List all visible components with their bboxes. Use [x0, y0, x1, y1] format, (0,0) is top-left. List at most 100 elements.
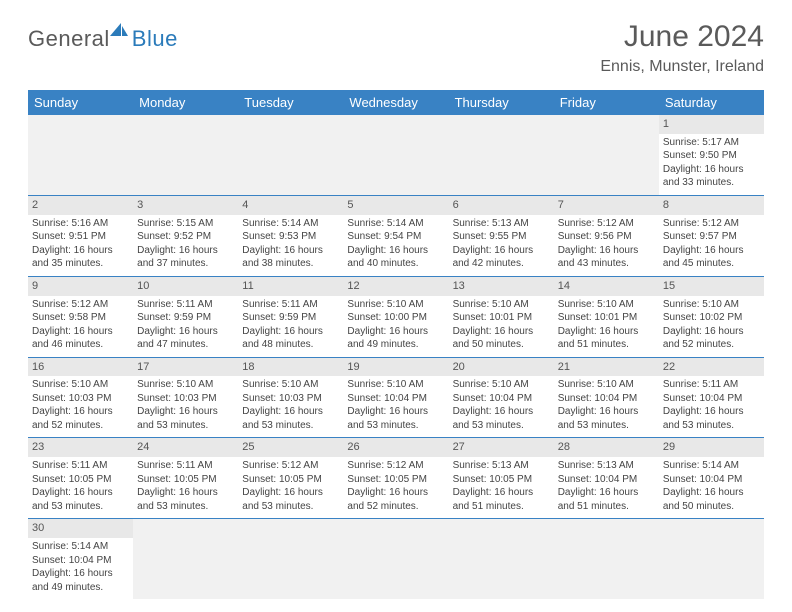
sunrise-text: Sunrise: 5:10 AM: [453, 298, 550, 312]
daylight-text: and 50 minutes.: [663, 500, 760, 514]
sunrise-text: Sunrise: 5:11 AM: [663, 378, 760, 392]
daylight-text: and 47 minutes.: [137, 338, 234, 352]
calendar-cell: 7Sunrise: 5:12 AMSunset: 9:56 PMDaylight…: [554, 195, 659, 276]
sunrise-text: Sunrise: 5:10 AM: [32, 378, 129, 392]
calendar-week-row: 16Sunrise: 5:10 AMSunset: 10:03 PMDaylig…: [28, 357, 764, 438]
calendar-cell: 10Sunrise: 5:11 AMSunset: 9:59 PMDayligh…: [133, 276, 238, 357]
sunset-text: Sunset: 9:59 PM: [242, 311, 339, 325]
calendar-cell: 3Sunrise: 5:15 AMSunset: 9:52 PMDaylight…: [133, 195, 238, 276]
day-number: 15: [659, 277, 764, 296]
calendar-cell: 25Sunrise: 5:12 AMSunset: 10:05 PMDaylig…: [238, 438, 343, 519]
day-number: 1: [659, 115, 764, 134]
calendar-cell: [554, 115, 659, 195]
col-thursday: Thursday: [449, 90, 554, 115]
daylight-text: and 53 minutes.: [558, 419, 655, 433]
daylight-text: Daylight: 16 hours: [453, 244, 550, 258]
sunset-text: Sunset: 10:05 PM: [453, 473, 550, 487]
daylight-text: Daylight: 16 hours: [663, 405, 760, 419]
daylight-text: Daylight: 16 hours: [347, 486, 444, 500]
sunset-text: Sunset: 10:05 PM: [137, 473, 234, 487]
daylight-text: and 40 minutes.: [347, 257, 444, 271]
calendar-cell: 19Sunrise: 5:10 AMSunset: 10:04 PMDaylig…: [343, 357, 448, 438]
sunset-text: Sunset: 9:51 PM: [32, 230, 129, 244]
logo-text-blue: Blue: [132, 26, 178, 52]
calendar-cell: 23Sunrise: 5:11 AMSunset: 10:05 PMDaylig…: [28, 438, 133, 519]
calendar-cell: 11Sunrise: 5:11 AMSunset: 9:59 PMDayligh…: [238, 276, 343, 357]
day-number: 5: [343, 196, 448, 215]
daylight-text: Daylight: 16 hours: [663, 325, 760, 339]
day-number: 19: [343, 358, 448, 377]
sunset-text: Sunset: 9:53 PM: [242, 230, 339, 244]
calendar-cell: [554, 519, 659, 599]
daylight-text: Daylight: 16 hours: [558, 486, 655, 500]
day-number: 18: [238, 358, 343, 377]
month-title: June 2024: [600, 20, 764, 54]
calendar-cell: 26 Sunrise: 5:12 AMSunset: 10:05 PMDaylig…: [343, 438, 448, 519]
sunrise-text: Sunrise: 5:10 AM: [558, 378, 655, 392]
daylight-text: Daylight: 16 hours: [453, 486, 550, 500]
daylight-text: and 49 minutes.: [32, 581, 129, 595]
sunset-text: Sunset: 10:02 PM: [663, 311, 760, 325]
day-number: 20: [449, 358, 554, 377]
daylight-text: Daylight: 16 hours: [558, 325, 655, 339]
sunset-text: Sunset: 9:54 PM: [347, 230, 444, 244]
daylight-text: and 53 minutes.: [453, 419, 550, 433]
sunset-text: Sunset: 10:03 PM: [242, 392, 339, 406]
sunrise-text: Sunrise: 5:11 AM: [242, 298, 339, 312]
logo-sail-icon: [108, 22, 130, 43]
day-number: 26: [343, 438, 448, 457]
sunrise-text: Sunrise: 5:10 AM: [347, 378, 444, 392]
day-number: 14: [554, 277, 659, 296]
day-number: 24: [133, 438, 238, 457]
daylight-text: Daylight: 16 hours: [242, 244, 339, 258]
sunrise-text: Sunrise: 5:11 AM: [137, 298, 234, 312]
daylight-text: and 53 minutes.: [137, 500, 234, 514]
calendar-cell: [343, 115, 448, 195]
calendar-cell: 30Sunrise: 5:14 AMSunset: 10:04 PMDaylig…: [28, 519, 133, 599]
calendar-week-row: 30Sunrise: 5:14 AMSunset: 10:04 PMDaylig…: [28, 519, 764, 599]
calendar-cell: 24Sunrise: 5:11 AMSunset: 10:05 PMDaylig…: [133, 438, 238, 519]
daylight-text: Daylight: 16 hours: [242, 325, 339, 339]
col-saturday: Saturday: [659, 90, 764, 115]
sunrise-text: Sunrise: 5:16 AM: [32, 217, 129, 231]
sunset-text: Sunset: 9:57 PM: [663, 230, 760, 244]
calendar-cell: [133, 115, 238, 195]
sunset-text: Sunset: 9:55 PM: [453, 230, 550, 244]
daylight-text: Daylight: 16 hours: [663, 486, 760, 500]
calendar-cell: 16Sunrise: 5:10 AMSunset: 10:03 PMDaylig…: [28, 357, 133, 438]
sunset-text: Sunset: 10:01 PM: [558, 311, 655, 325]
daylight-text: and 50 minutes.: [453, 338, 550, 352]
calendar-cell: 5Sunrise: 5:14 AMSunset: 9:54 PMDaylight…: [343, 195, 448, 276]
calendar-cell: 2Sunrise: 5:16 AMSunset: 9:51 PMDaylight…: [28, 195, 133, 276]
sunset-text: Sunset: 10:03 PM: [32, 392, 129, 406]
daylight-text: and 52 minutes.: [663, 338, 760, 352]
sunrise-text: Sunrise: 5:15 AM: [137, 217, 234, 231]
daylight-text: and 48 minutes.: [242, 338, 339, 352]
col-tuesday: Tuesday: [238, 90, 343, 115]
day-number: 6: [449, 196, 554, 215]
calendar-cell: [133, 519, 238, 599]
title-block: June 2024 Ennis, Munster, Ireland: [600, 20, 764, 76]
daylight-text: and 38 minutes.: [242, 257, 339, 271]
sunrise-text: Sunrise: 5:12 AM: [347, 459, 444, 473]
col-friday: Friday: [554, 90, 659, 115]
calendar-cell: 12Sunrise: 5:10 AMSunset: 10:00 PMDaylig…: [343, 276, 448, 357]
day-number: 25: [238, 438, 343, 457]
calendar-cell: 28Sunrise: 5:13 AMSunset: 10:04 PMDaylig…: [554, 438, 659, 519]
calendar-cell: 21Sunrise: 5:10 AMSunset: 10:04 PMDaylig…: [554, 357, 659, 438]
sunrise-text: Sunrise: 5:10 AM: [663, 298, 760, 312]
sunset-text: Sunset: 10:04 PM: [453, 392, 550, 406]
daylight-text: Daylight: 16 hours: [453, 325, 550, 339]
calendar-cell: [238, 519, 343, 599]
calendar-week-row: 1Sunrise: 5:17 AMSunset: 9:50 PMDaylight…: [28, 115, 764, 195]
sunset-text: Sunset: 10:01 PM: [453, 311, 550, 325]
calendar-week-row: 9Sunrise: 5:12 AMSunset: 9:58 PMDaylight…: [28, 276, 764, 357]
sunset-text: Sunset: 9:59 PM: [137, 311, 234, 325]
daylight-text: Daylight: 16 hours: [137, 486, 234, 500]
col-monday: Monday: [133, 90, 238, 115]
daylight-text: Daylight: 16 hours: [137, 325, 234, 339]
calendar-cell: 18Sunrise: 5:10 AMSunset: 10:03 PMDaylig…: [238, 357, 343, 438]
daylight-text: Daylight: 16 hours: [347, 325, 444, 339]
sunset-text: Sunset: 10:05 PM: [347, 473, 444, 487]
day-number: 16: [28, 358, 133, 377]
